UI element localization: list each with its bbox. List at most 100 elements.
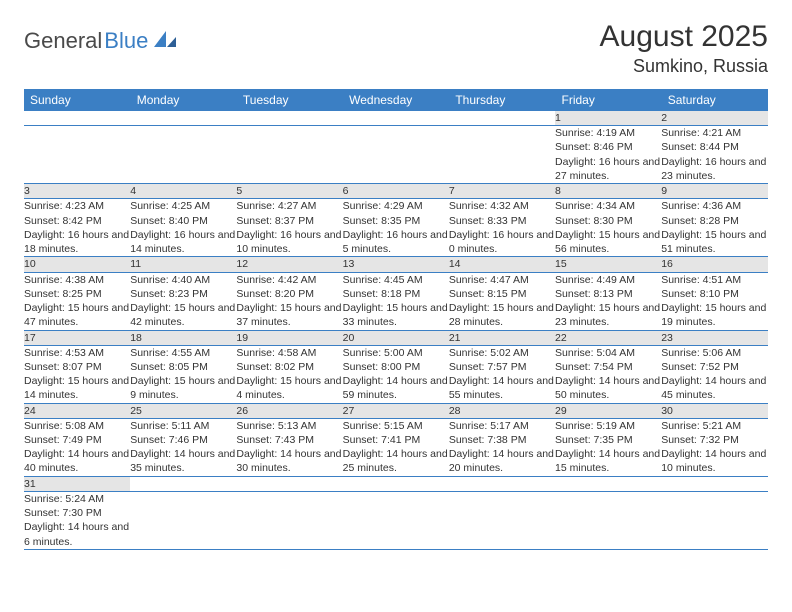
day-details: Sunrise: 4:29 AM Sunset: 8:35 PM Dayligh… xyxy=(343,199,449,257)
day-number: 11 xyxy=(130,257,236,272)
day-number xyxy=(661,476,767,491)
dayhdr-fri: Friday xyxy=(555,89,661,111)
day-number: 29 xyxy=(555,403,661,418)
day-details: Sunrise: 5:06 AM Sunset: 7:52 PM Dayligh… xyxy=(661,345,767,403)
day-details: Sunrise: 4:42 AM Sunset: 8:20 PM Dayligh… xyxy=(236,272,342,330)
day-number: 23 xyxy=(661,330,767,345)
day-number: 4 xyxy=(130,184,236,199)
week-daynum-row: 24252627282930 xyxy=(24,403,768,418)
week-detail-row: Sunrise: 4:53 AM Sunset: 8:07 PM Dayligh… xyxy=(24,345,768,403)
day-details: Sunrise: 4:38 AM Sunset: 8:25 PM Dayligh… xyxy=(24,272,130,330)
day-details: Sunrise: 4:51 AM Sunset: 8:10 PM Dayligh… xyxy=(661,272,767,330)
day-details: Sunrise: 5:04 AM Sunset: 7:54 PM Dayligh… xyxy=(555,345,661,403)
day-number xyxy=(130,476,236,491)
day-number: 10 xyxy=(24,257,130,272)
day-number: 15 xyxy=(555,257,661,272)
dayhdr-tue: Tuesday xyxy=(236,89,342,111)
day-details: Sunrise: 4:40 AM Sunset: 8:23 PM Dayligh… xyxy=(130,272,236,330)
week-daynum-row: 12 xyxy=(24,111,768,126)
day-details xyxy=(130,492,236,550)
day-details xyxy=(661,492,767,550)
day-number: 5 xyxy=(236,184,342,199)
day-number: 30 xyxy=(661,403,767,418)
day-number: 18 xyxy=(130,330,236,345)
day-details: Sunrise: 4:25 AM Sunset: 8:40 PM Dayligh… xyxy=(130,199,236,257)
day-number: 19 xyxy=(236,330,342,345)
day-number: 16 xyxy=(661,257,767,272)
week-detail-row: Sunrise: 4:38 AM Sunset: 8:25 PM Dayligh… xyxy=(24,272,768,330)
day-details: Sunrise: 4:34 AM Sunset: 8:30 PM Dayligh… xyxy=(555,199,661,257)
day-number: 21 xyxy=(449,330,555,345)
logo-text-blue: Blue xyxy=(104,28,148,54)
dayhdr-thu: Thursday xyxy=(449,89,555,111)
day-details: Sunrise: 5:00 AM Sunset: 8:00 PM Dayligh… xyxy=(343,345,449,403)
day-number: 1 xyxy=(555,111,661,126)
calendar-table: Sunday Monday Tuesday Wednesday Thursday… xyxy=(24,89,768,550)
day-number: 13 xyxy=(343,257,449,272)
dayhdr-wed: Wednesday xyxy=(343,89,449,111)
day-number: 2 xyxy=(661,111,767,126)
week-detail-row: Sunrise: 5:24 AM Sunset: 7:30 PM Dayligh… xyxy=(24,492,768,550)
day-details xyxy=(555,492,661,550)
week-detail-row: Sunrise: 5:08 AM Sunset: 7:49 PM Dayligh… xyxy=(24,418,768,476)
header: GeneralBlue August 2025 Sumkino, Russia xyxy=(24,20,768,77)
day-details xyxy=(343,126,449,184)
day-details: Sunrise: 4:49 AM Sunset: 8:13 PM Dayligh… xyxy=(555,272,661,330)
day-number xyxy=(236,476,342,491)
day-number: 7 xyxy=(449,184,555,199)
logo-text-general: General xyxy=(24,28,102,54)
day-details: Sunrise: 4:45 AM Sunset: 8:18 PM Dayligh… xyxy=(343,272,449,330)
day-number: 6 xyxy=(343,184,449,199)
day-number: 25 xyxy=(130,403,236,418)
day-details: Sunrise: 4:19 AM Sunset: 8:46 PM Dayligh… xyxy=(555,126,661,184)
day-number: 24 xyxy=(24,403,130,418)
day-details xyxy=(236,126,342,184)
day-details: Sunrise: 5:21 AM Sunset: 7:32 PM Dayligh… xyxy=(661,418,767,476)
day-header-row: Sunday Monday Tuesday Wednesday Thursday… xyxy=(24,89,768,111)
day-details: Sunrise: 5:15 AM Sunset: 7:41 PM Dayligh… xyxy=(343,418,449,476)
week-daynum-row: 17181920212223 xyxy=(24,330,768,345)
day-number xyxy=(236,111,342,126)
day-details xyxy=(236,492,342,550)
day-details: Sunrise: 5:24 AM Sunset: 7:30 PM Dayligh… xyxy=(24,492,130,550)
day-number: 28 xyxy=(449,403,555,418)
day-details xyxy=(449,126,555,184)
day-details: Sunrise: 4:58 AM Sunset: 8:02 PM Dayligh… xyxy=(236,345,342,403)
day-number xyxy=(555,476,661,491)
day-details: Sunrise: 5:02 AM Sunset: 7:57 PM Dayligh… xyxy=(449,345,555,403)
month-title: August 2025 xyxy=(600,20,768,54)
day-number: 31 xyxy=(24,476,130,491)
location: Sumkino, Russia xyxy=(600,56,768,77)
day-details: Sunrise: 4:23 AM Sunset: 8:42 PM Dayligh… xyxy=(24,199,130,257)
day-details: Sunrise: 5:17 AM Sunset: 7:38 PM Dayligh… xyxy=(449,418,555,476)
day-number: 9 xyxy=(661,184,767,199)
day-details: Sunrise: 5:13 AM Sunset: 7:43 PM Dayligh… xyxy=(236,418,342,476)
sail-icon xyxy=(152,29,178,54)
week-daynum-row: 10111213141516 xyxy=(24,257,768,272)
day-number: 8 xyxy=(555,184,661,199)
day-number xyxy=(449,476,555,491)
title-block: August 2025 Sumkino, Russia xyxy=(600,20,768,77)
day-number xyxy=(130,111,236,126)
day-details: Sunrise: 4:32 AM Sunset: 8:33 PM Dayligh… xyxy=(449,199,555,257)
week-detail-row: Sunrise: 4:23 AM Sunset: 8:42 PM Dayligh… xyxy=(24,199,768,257)
day-details: Sunrise: 5:19 AM Sunset: 7:35 PM Dayligh… xyxy=(555,418,661,476)
dayhdr-sat: Saturday xyxy=(661,89,767,111)
week-detail-row: Sunrise: 4:19 AM Sunset: 8:46 PM Dayligh… xyxy=(24,126,768,184)
week-daynum-row: 31 xyxy=(24,476,768,491)
day-number xyxy=(343,476,449,491)
day-details: Sunrise: 5:08 AM Sunset: 7:49 PM Dayligh… xyxy=(24,418,130,476)
day-number xyxy=(24,111,130,126)
day-number: 12 xyxy=(236,257,342,272)
logo: GeneralBlue xyxy=(24,28,178,54)
dayhdr-sun: Sunday xyxy=(24,89,130,111)
day-details: Sunrise: 4:21 AM Sunset: 8:44 PM Dayligh… xyxy=(661,126,767,184)
day-number: 26 xyxy=(236,403,342,418)
day-details: Sunrise: 4:47 AM Sunset: 8:15 PM Dayligh… xyxy=(449,272,555,330)
day-number: 3 xyxy=(24,184,130,199)
day-details: Sunrise: 4:27 AM Sunset: 8:37 PM Dayligh… xyxy=(236,199,342,257)
day-details xyxy=(130,126,236,184)
day-details xyxy=(24,126,130,184)
day-details: Sunrise: 5:11 AM Sunset: 7:46 PM Dayligh… xyxy=(130,418,236,476)
day-number: 27 xyxy=(343,403,449,418)
